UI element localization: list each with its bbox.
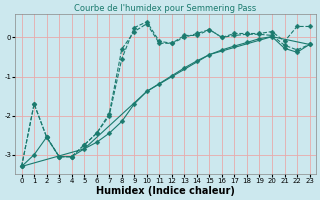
Title: Courbe de l'humidex pour Semmering Pass: Courbe de l'humidex pour Semmering Pass bbox=[75, 4, 257, 13]
X-axis label: Humidex (Indice chaleur): Humidex (Indice chaleur) bbox=[96, 186, 235, 196]
